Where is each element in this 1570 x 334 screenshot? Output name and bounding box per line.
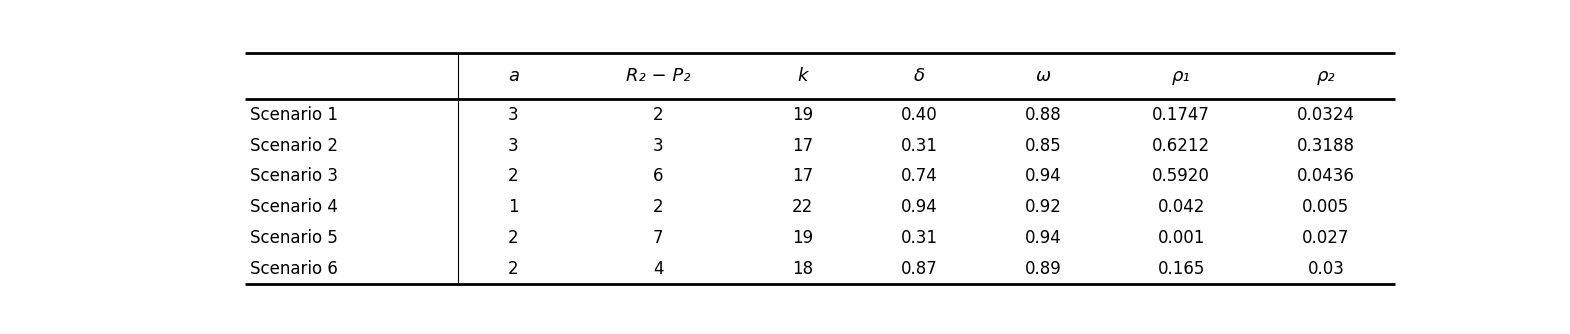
Text: 6: 6 xyxy=(653,167,663,185)
Text: 0.31: 0.31 xyxy=(901,137,939,155)
Text: R₂ − P₂: R₂ − P₂ xyxy=(626,67,691,85)
Text: 2: 2 xyxy=(653,106,664,124)
Text: 0.94: 0.94 xyxy=(901,198,937,216)
Text: 0.31: 0.31 xyxy=(901,229,939,247)
Text: ρ₁: ρ₁ xyxy=(1171,67,1190,85)
Text: 17: 17 xyxy=(791,167,813,185)
Text: 0.85: 0.85 xyxy=(1025,137,1061,155)
Text: 0.165: 0.165 xyxy=(1157,260,1206,278)
Text: 0.87: 0.87 xyxy=(901,260,937,278)
Text: Scenario 3: Scenario 3 xyxy=(250,167,338,185)
Text: 0.92: 0.92 xyxy=(1025,198,1061,216)
Text: 0.042: 0.042 xyxy=(1157,198,1206,216)
Text: ω: ω xyxy=(1036,67,1052,85)
Text: 0.0324: 0.0324 xyxy=(1297,106,1355,124)
Text: 4: 4 xyxy=(653,260,663,278)
Text: 18: 18 xyxy=(791,260,813,278)
Text: 0.74: 0.74 xyxy=(901,167,937,185)
Text: 0.88: 0.88 xyxy=(1025,106,1061,124)
Text: 0.3188: 0.3188 xyxy=(1297,137,1355,155)
Text: 0.89: 0.89 xyxy=(1025,260,1061,278)
Text: Scenario 6: Scenario 6 xyxy=(250,260,338,278)
Text: ρ₂: ρ₂ xyxy=(1317,67,1334,85)
Text: 0.1747: 0.1747 xyxy=(1152,106,1210,124)
Text: 2: 2 xyxy=(653,198,664,216)
Text: 0.001: 0.001 xyxy=(1157,229,1206,247)
Text: Scenario 2: Scenario 2 xyxy=(250,137,338,155)
Text: Scenario 5: Scenario 5 xyxy=(250,229,338,247)
Text: 0.0436: 0.0436 xyxy=(1297,167,1355,185)
Text: 3: 3 xyxy=(653,137,664,155)
Text: 2: 2 xyxy=(509,167,518,185)
Text: 0.005: 0.005 xyxy=(1302,198,1350,216)
Text: 0.027: 0.027 xyxy=(1302,229,1350,247)
Text: 17: 17 xyxy=(791,137,813,155)
Text: 3: 3 xyxy=(509,106,518,124)
Text: k: k xyxy=(798,67,809,85)
Text: 0.03: 0.03 xyxy=(1308,260,1344,278)
Text: 3: 3 xyxy=(509,137,518,155)
Text: δ: δ xyxy=(914,67,925,85)
Text: 0.94: 0.94 xyxy=(1025,167,1061,185)
Text: 0.94: 0.94 xyxy=(1025,229,1061,247)
Text: a: a xyxy=(509,67,520,85)
Text: 0.40: 0.40 xyxy=(901,106,937,124)
Text: 19: 19 xyxy=(791,229,813,247)
Text: 19: 19 xyxy=(791,106,813,124)
Text: 0.5920: 0.5920 xyxy=(1152,167,1210,185)
Text: 0.6212: 0.6212 xyxy=(1152,137,1210,155)
Text: Scenario 4: Scenario 4 xyxy=(250,198,338,216)
Text: 7: 7 xyxy=(653,229,663,247)
Text: 22: 22 xyxy=(791,198,813,216)
Text: Scenario 1: Scenario 1 xyxy=(250,106,338,124)
Text: 2: 2 xyxy=(509,260,518,278)
Text: 2: 2 xyxy=(509,229,518,247)
Text: 1: 1 xyxy=(509,198,518,216)
